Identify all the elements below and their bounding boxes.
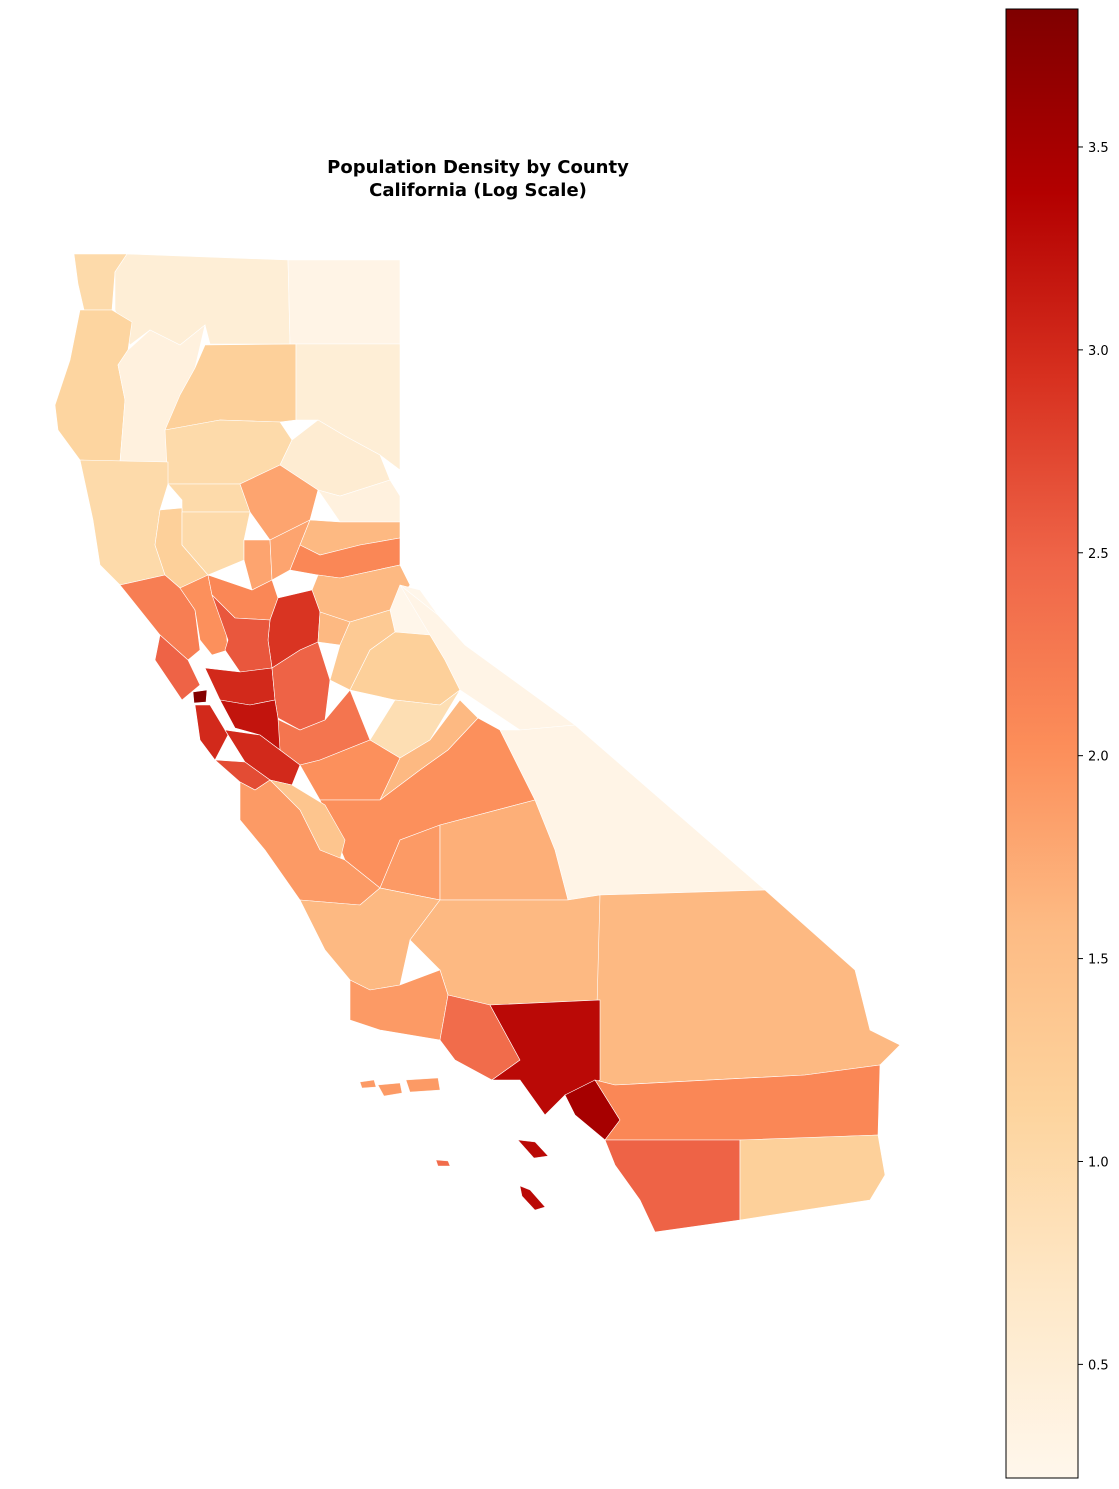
california-county-map <box>54 253 901 1233</box>
county-san-diego <box>604 1139 741 1233</box>
county-mendocino <box>79 459 169 586</box>
channel-island <box>405 1077 441 1093</box>
county-san-bernardino <box>594 889 901 1086</box>
colorbar-tick-label: 3.0 <box>1088 344 1109 359</box>
channel-island <box>359 1079 377 1089</box>
colorbar: 0.5 1.0 1.5 2.0 2.5 3.0 3.5 <box>1005 8 1109 1479</box>
colorbar-gradient <box>1005 8 1079 1479</box>
colorbar-tick-label: 2.0 <box>1088 750 1109 765</box>
county-imperial <box>739 1134 886 1221</box>
map-title-line1: Population Density by County <box>327 157 629 178</box>
channel-island <box>517 1139 549 1159</box>
map-title: Population Density by County California … <box>200 156 756 202</box>
county-humboldt <box>54 309 133 463</box>
channel-island <box>435 1159 451 1167</box>
county-los-angeles <box>489 999 601 1116</box>
county-modoc <box>287 259 401 345</box>
colorbar-tick-label: 0.5 <box>1088 1358 1109 1373</box>
map-title-line2: California (Log Scale) <box>369 180 587 201</box>
colorbar-tick-label: 1.5 <box>1088 953 1109 968</box>
county-marin <box>154 634 201 701</box>
colorbar-tick-label: 2.5 <box>1088 547 1109 562</box>
county-san-luis-obispo <box>299 887 441 991</box>
county-tulare <box>439 799 569 901</box>
county-alameda <box>219 699 281 751</box>
county-contra-costa <box>204 667 276 706</box>
county-glenn <box>167 483 251 513</box>
county-san-mateo <box>194 704 229 761</box>
county-san-francisco <box>192 689 208 704</box>
channel-island <box>519 1185 546 1211</box>
county-monterey <box>239 779 381 906</box>
colorbar-ticks: 0.5 1.0 1.5 2.0 2.5 3.0 3.5 <box>1078 141 1109 1373</box>
channel-island <box>377 1082 403 1097</box>
colorbar-tick-label: 3.5 <box>1088 141 1109 156</box>
colorbar-tick-label: 1.0 <box>1088 1155 1109 1170</box>
